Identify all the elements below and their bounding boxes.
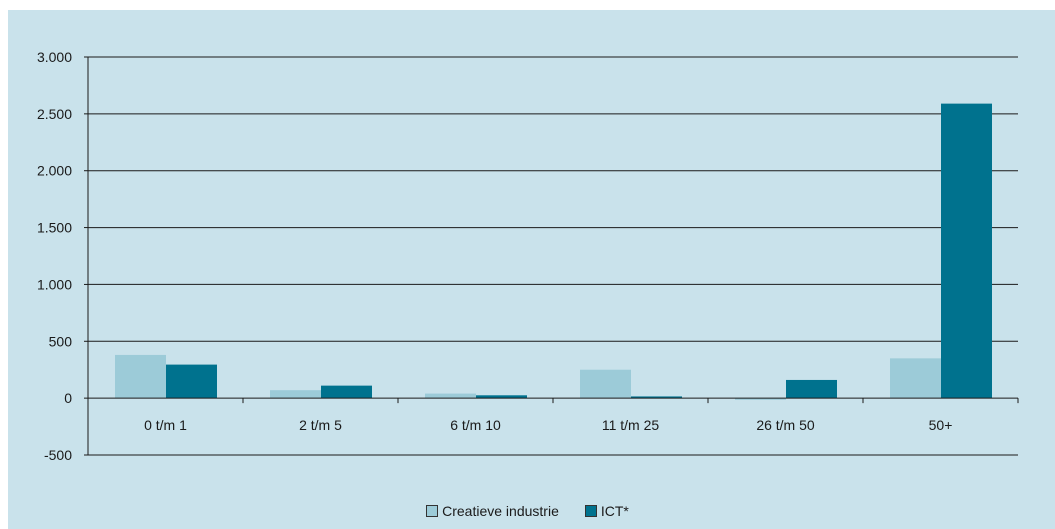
y-tick-label: 2.500 [37,106,72,122]
x-tick-labels: 0 t/m 1 2 t/m 5 6 t/m 10 11 t/m 25 26 t/m 50… [144,417,952,433]
legend-swatch-creatieve-industrie [426,505,439,517]
bar-ict [166,364,217,399]
bar-creatieve-industrie [115,354,166,399]
chart-panel [8,10,1055,529]
bars [115,103,992,400]
bar-creatieve-industrie [890,358,941,399]
bar-ict [321,385,372,399]
legend-item-ict: ICT* [584,503,629,519]
x-tick-label: 6 t/m 10 [450,417,501,433]
x-tick-label: 2 t/m 5 [299,417,342,433]
bar-ict [631,396,682,399]
bar-ict [476,395,527,399]
y-tick-label: 2.000 [37,163,72,179]
legend-label-ict: ICT* [600,503,629,519]
y-tick-label: 0 [64,390,72,406]
bar-creatieve-industrie [735,398,786,400]
bar-creatieve-industrie [580,369,631,399]
gridlines [88,56,1018,456]
y-tick-labels: -500 0 500 1.000 1.500 2.000 2.500 3.000 [37,49,72,463]
legend-label-creatieve-industrie: Creatieve industrie [442,503,559,519]
x-tick-label: 26 t/m 50 [756,417,815,433]
y-tick-label: 1.000 [37,276,72,292]
x-tick-label: 0 t/m 1 [144,417,187,433]
x-tick-label: 11 t/m 25 [602,417,660,433]
bar-creatieve-industrie [425,393,476,399]
legend-swatch-ict [584,505,597,517]
y-tick-label: 1.500 [37,220,72,236]
legend-item-creatieve-industrie: Creatieve industrie [426,503,559,519]
x-tick-label: 50+ [929,417,953,433]
axes [84,56,1019,456]
y-tick-label: -500 [44,447,72,463]
y-tick-label: 3.000 [37,49,72,65]
y-tick-label: 500 [49,333,73,349]
bar-ict [786,379,837,399]
legend: Creatieve industrie ICT* [0,501,1055,521]
bar-creatieve-industrie [270,390,321,399]
bar-ict [941,103,992,399]
